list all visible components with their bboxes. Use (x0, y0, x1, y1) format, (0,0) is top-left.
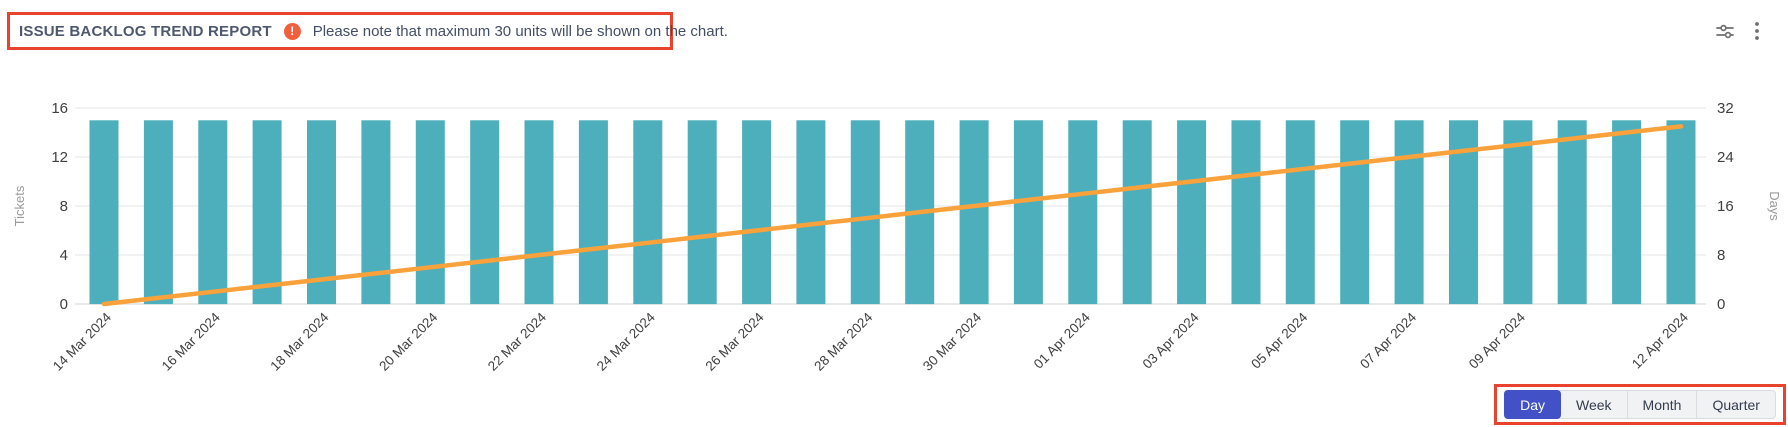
bar[interactable] (1340, 120, 1370, 305)
bar[interactable] (1503, 120, 1533, 305)
bar[interactable] (1231, 120, 1261, 305)
left-axis-tick: 12 (51, 149, 68, 166)
bar[interactable] (850, 120, 880, 305)
bar[interactable] (959, 120, 989, 305)
x-axis-tick: 01 Apr 2024 (1031, 309, 1093, 371)
kebab-menu-icon[interactable] (1752, 18, 1762, 44)
x-axis-tick: 26 Mar 2024 (703, 309, 768, 374)
toggle-day-button[interactable]: Day (1504, 390, 1561, 419)
bar[interactable] (1394, 120, 1424, 305)
bar[interactable] (143, 120, 173, 305)
x-axis-tick: 12 Apr 2024 (1629, 309, 1691, 371)
toggle-week-button[interactable]: Week (1561, 391, 1628, 418)
bar[interactable] (1612, 120, 1642, 305)
alert-circle-icon: ! (283, 22, 301, 40)
x-axis-tick: 09 Apr 2024 (1466, 309, 1528, 371)
x-axis-tick: 05 Apr 2024 (1248, 309, 1310, 371)
bar[interactable] (578, 120, 608, 305)
bar[interactable] (524, 120, 554, 305)
sliders-icon[interactable] (1712, 18, 1738, 44)
right-axis-tick: 8 (1717, 247, 1725, 264)
right-axis-tick: 0 (1717, 296, 1725, 313)
bar[interactable] (307, 120, 336, 305)
left-axis-tick: 0 (60, 296, 68, 313)
bar[interactable] (252, 120, 282, 305)
left-axis-tick: 16 (51, 100, 68, 117)
x-axis-tick: 20 Mar 2024 (376, 309, 441, 374)
bar[interactable] (1177, 120, 1207, 305)
x-axis-tick: 07 Apr 2024 (1357, 309, 1419, 371)
bar[interactable] (687, 120, 717, 305)
toolbar (1712, 18, 1762, 44)
x-axis-tick: 30 Mar 2024 (920, 309, 985, 374)
bar[interactable] (1666, 120, 1696, 305)
x-axis-tick: 24 Mar 2024 (594, 309, 659, 374)
x-axis-tick: 28 Mar 2024 (811, 309, 876, 374)
x-axis-tick: 18 Mar 2024 (267, 309, 332, 374)
bar[interactable] (1557, 120, 1587, 305)
report-note: Please note that maximum 30 units will b… (312, 22, 728, 40)
bar[interactable] (89, 120, 119, 305)
x-axis-tick: 03 Apr 2024 (1140, 309, 1202, 371)
left-axis-tick: 8 (60, 198, 68, 215)
bar[interactable] (1285, 120, 1315, 305)
right-axis-tick: 24 (1717, 149, 1734, 166)
bar[interactable] (796, 120, 826, 305)
annotation-box-time-toggle: Day Week Month Quarter (1494, 384, 1786, 425)
bar[interactable] (470, 120, 500, 305)
x-axis-tick: 16 Mar 2024 (159, 309, 224, 374)
annotation-box-header: ISSUE BACKLOG TREND REPORT ! Please note… (7, 12, 728, 50)
x-axis-tick: 14 Mar 2024 (50, 309, 115, 374)
right-axis-tick: 32 (1717, 100, 1734, 117)
trend-line (101, 124, 1684, 307)
left-axis-tick: 4 (60, 247, 68, 264)
bar[interactable] (198, 120, 228, 305)
toggle-month-button[interactable]: Month (1628, 391, 1698, 418)
bar[interactable] (742, 120, 772, 305)
time-toggle-group: Day Week Month Quarter (1504, 390, 1776, 419)
left-axis-name: Tickets (12, 185, 27, 226)
bar[interactable] (415, 120, 445, 305)
x-axis-tick: 22 Mar 2024 (485, 309, 550, 374)
toggle-quarter-button[interactable]: Quarter (1697, 391, 1774, 418)
right-axis-name: Days (1767, 191, 1782, 221)
bar[interactable] (1122, 120, 1152, 305)
bar[interactable] (633, 120, 663, 305)
page-title: ISSUE BACKLOG TREND REPORT (19, 22, 272, 40)
bar[interactable] (1013, 120, 1043, 305)
right-axis-tick: 16 (1717, 198, 1734, 215)
bar[interactable] (1068, 120, 1098, 305)
